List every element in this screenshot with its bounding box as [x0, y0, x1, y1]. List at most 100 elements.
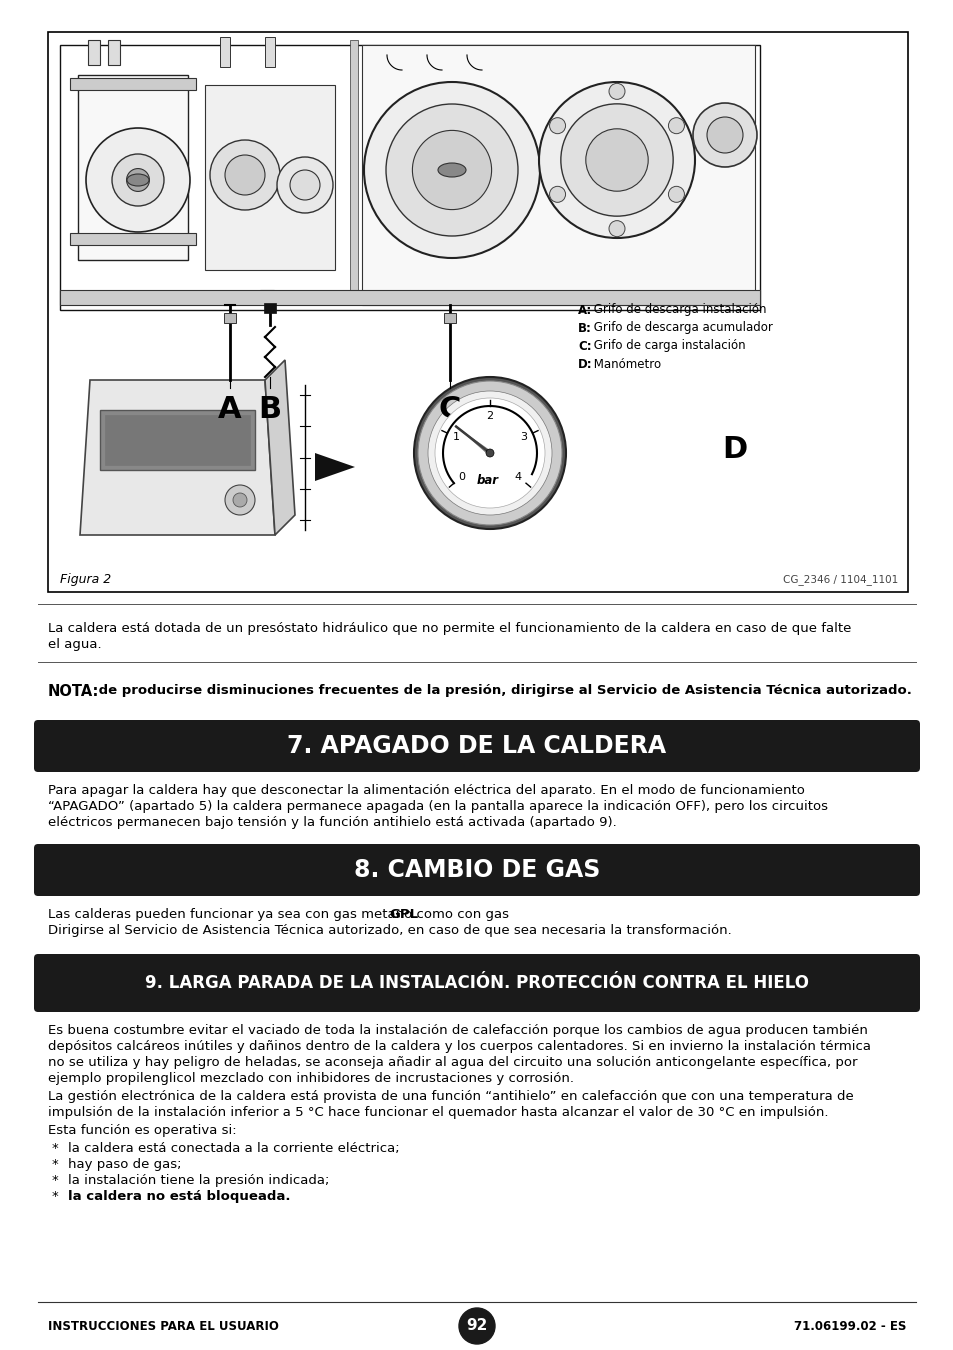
Text: Las calderas pueden funcionar ya sea con gas metano como con gas: Las calderas pueden funcionar ya sea con… — [48, 909, 513, 921]
Polygon shape — [314, 454, 355, 481]
Text: eléctricos permanecen bajo tensión y la función antihielo está activada (apartad: eléctricos permanecen bajo tensión y la … — [48, 815, 616, 829]
Polygon shape — [265, 360, 294, 535]
Text: de producirse disminuciones frecuentes de la presión, dirigirse al Servicio de A: de producirse disminuciones frecuentes d… — [94, 684, 911, 697]
Circle shape — [668, 117, 683, 134]
Bar — [108, 40, 120, 65]
Circle shape — [233, 493, 247, 508]
FancyBboxPatch shape — [34, 954, 919, 1012]
Bar — [205, 85, 335, 270]
Bar — [443, 313, 456, 323]
Bar — [100, 410, 254, 470]
Text: Grifo de descarga instalación: Grifo de descarga instalación — [589, 304, 765, 316]
Bar — [88, 40, 100, 65]
Circle shape — [225, 155, 265, 194]
Circle shape — [386, 104, 517, 236]
Circle shape — [560, 104, 673, 216]
Text: 4: 4 — [515, 471, 521, 482]
Ellipse shape — [437, 163, 465, 177]
Ellipse shape — [127, 174, 149, 186]
Text: 1: 1 — [453, 432, 459, 443]
Circle shape — [86, 128, 190, 232]
Text: Para apagar la caldera hay que desconectar la alimentación eléctrica del aparato: Para apagar la caldera hay que desconect… — [48, 784, 804, 796]
Text: ejemplo propilenglicol mezclado con inhibidores de incrustaciones y corrosión.: ejemplo propilenglicol mezclado con inhi… — [48, 1072, 574, 1085]
Text: 7. APAGADO DE LA CALDERA: 7. APAGADO DE LA CALDERA — [287, 734, 666, 757]
Circle shape — [276, 157, 333, 213]
Text: 0: 0 — [457, 471, 465, 482]
Text: D: D — [721, 436, 747, 464]
Bar — [361, 45, 754, 305]
Circle shape — [210, 140, 280, 211]
Text: Grifo de carga instalación: Grifo de carga instalación — [589, 339, 744, 352]
Bar — [260, 290, 274, 302]
Circle shape — [608, 84, 624, 100]
Bar — [70, 234, 195, 244]
Text: GPL: GPL — [389, 909, 418, 921]
Bar — [224, 313, 235, 323]
Circle shape — [538, 82, 695, 238]
Circle shape — [435, 398, 544, 508]
Text: impulsión de la instalación inferior a 5 °C hace funcionar el quemador hasta alc: impulsión de la instalación inferior a 5… — [48, 1106, 827, 1119]
Circle shape — [417, 381, 561, 525]
Text: 3: 3 — [519, 432, 526, 443]
Bar — [105, 414, 250, 464]
Text: Esta función es operativa si:: Esta función es operativa si: — [48, 1125, 236, 1137]
Text: NOTA:: NOTA: — [48, 684, 99, 699]
Text: A: A — [218, 396, 241, 424]
Circle shape — [112, 154, 164, 207]
Circle shape — [608, 220, 624, 236]
Text: INSTRUCCIONES PARA EL USUARIO: INSTRUCCIONES PARA EL USUARIO — [48, 1319, 278, 1332]
Text: “APAGADO” (apartado 5) la caldera permanece apagada (en la pantalla aparece la i: “APAGADO” (apartado 5) la caldera perman… — [48, 801, 827, 813]
FancyBboxPatch shape — [34, 720, 919, 772]
Text: depósitos calcáreos inútiles y dañinos dentro de la caldera y los cuerpos calent: depósitos calcáreos inútiles y dañinos d… — [48, 1040, 870, 1053]
Text: no se utiliza y hay peligro de heladas, se aconseja añadir al agua del circuito : no se utiliza y hay peligro de heladas, … — [48, 1056, 857, 1069]
Text: Es buena costumbre evitar el vaciado de toda la instalación de calefacción porqu: Es buena costumbre evitar el vaciado de … — [48, 1025, 867, 1037]
Bar — [48, 32, 907, 593]
Text: *: * — [52, 1189, 59, 1203]
Circle shape — [412, 131, 491, 209]
Circle shape — [127, 169, 150, 192]
Circle shape — [668, 186, 683, 202]
Text: Manómetro: Manómetro — [589, 358, 660, 370]
Bar — [70, 78, 195, 90]
Text: *: * — [52, 1174, 59, 1187]
Circle shape — [414, 377, 565, 529]
Text: 2: 2 — [486, 410, 493, 421]
Circle shape — [290, 170, 319, 200]
Text: 92: 92 — [466, 1319, 487, 1334]
Text: la caldera no está bloqueada.: la caldera no está bloqueada. — [68, 1189, 291, 1203]
Circle shape — [225, 485, 254, 514]
Bar — [264, 302, 275, 313]
Text: la instalación tiene la presión indicada;: la instalación tiene la presión indicada… — [68, 1174, 329, 1187]
Bar — [78, 76, 188, 261]
Text: C: C — [438, 396, 460, 424]
Text: bar: bar — [476, 474, 498, 487]
Bar — [350, 40, 357, 305]
Polygon shape — [456, 427, 494, 454]
Text: 9. LARGA PARADA DE LA INSTALACIÓN. PROTECCIÓN CONTRA EL HIELO: 9. LARGA PARADA DE LA INSTALACIÓN. PROTE… — [145, 973, 808, 992]
Polygon shape — [80, 379, 274, 535]
Circle shape — [549, 117, 565, 134]
Text: el agua.: el agua. — [48, 639, 102, 651]
Text: *: * — [52, 1158, 59, 1170]
Circle shape — [549, 186, 565, 202]
Text: D:: D: — [578, 358, 592, 370]
Circle shape — [458, 1308, 495, 1345]
Text: CG_2346 / 1104_1101: CG_2346 / 1104_1101 — [781, 575, 897, 586]
Circle shape — [692, 103, 757, 167]
Text: C:: C: — [578, 339, 591, 352]
Bar — [220, 36, 230, 68]
Text: B: B — [258, 396, 281, 424]
Circle shape — [364, 82, 539, 258]
Text: Figura 2: Figura 2 — [60, 574, 112, 586]
Bar — [60, 45, 760, 310]
Text: B:: B: — [578, 321, 591, 335]
Text: hay paso de gas;: hay paso de gas; — [68, 1158, 181, 1170]
Text: la caldera está conectada a la corriente eléctrica;: la caldera está conectada a la corriente… — [68, 1142, 399, 1156]
Text: 8. CAMBIO DE GAS: 8. CAMBIO DE GAS — [354, 859, 599, 882]
Bar — [265, 36, 274, 68]
Text: Grifo de descarga acumulador: Grifo de descarga acumulador — [589, 321, 772, 335]
Text: Dirigirse al Servicio de Asistencia Técnica autorizado, en caso de que sea neces: Dirigirse al Servicio de Asistencia Técn… — [48, 923, 731, 937]
Text: La caldera está dotada de un presóstato hidráulico que no permite el funcionamie: La caldera está dotada de un presóstato … — [48, 622, 850, 634]
Text: *: * — [52, 1142, 59, 1156]
Text: .: . — [413, 909, 416, 921]
